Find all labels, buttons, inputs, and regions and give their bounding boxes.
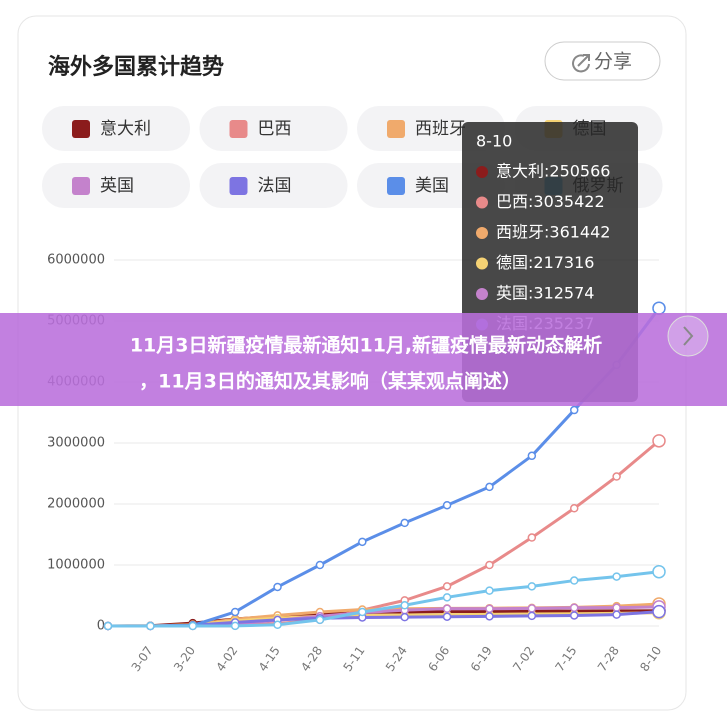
data-point	[485, 560, 494, 570]
legend-label: 意大利	[100, 119, 151, 139]
legend-swatch	[387, 120, 405, 138]
legend-swatch	[387, 177, 405, 195]
data-point	[569, 504, 579, 513]
legend-swatch	[229, 177, 248, 195]
y-tick-label: 1000000	[47, 558, 105, 573]
data-point	[612, 572, 621, 581]
data-point	[400, 601, 409, 610]
tooltip-swatch	[476, 196, 488, 209]
data-point	[442, 582, 452, 591]
data-point	[273, 620, 282, 630]
series-line	[108, 570, 660, 628]
y-tick-label: 3000000	[47, 436, 105, 451]
data-point	[188, 621, 198, 631]
data-point	[358, 537, 367, 547]
banner-line: 11月3日新疆疫情最新通知11月,新疆疫情最新动态解析	[130, 334, 602, 357]
legend-item[interactable]	[199, 106, 348, 151]
data-point	[103, 621, 113, 631]
data-point	[273, 582, 282, 592]
data-point	[315, 615, 325, 625]
legend-label: 英国	[100, 176, 134, 196]
data-point	[442, 593, 452, 602]
tooltip-item: 巴西:3035422	[496, 192, 605, 211]
data-point	[652, 301, 666, 315]
tooltip-item: 英国:312574	[496, 284, 594, 303]
data-point	[230, 607, 240, 617]
data-point	[485, 586, 494, 595]
y-tick-label: 2000000	[47, 497, 105, 512]
banner-line: ，11月3日的通知及其影响（某某观点阐述）	[139, 370, 521, 393]
banner	[0, 313, 727, 406]
data-point	[527, 451, 537, 461]
data-point	[442, 604, 452, 613]
data-point	[400, 612, 409, 622]
data-point	[527, 582, 537, 591]
data-point	[612, 472, 621, 481]
data-point	[230, 621, 240, 631]
data-point	[652, 604, 666, 619]
data-point	[315, 560, 325, 570]
legend-label: 美国	[415, 176, 449, 196]
data-point	[569, 603, 579, 612]
data-point	[569, 405, 579, 415]
data-point	[485, 612, 494, 621]
data-point	[569, 576, 579, 585]
legend-label: 法国	[258, 176, 292, 196]
y-tick-label: 0	[97, 619, 105, 634]
tooltip-swatch	[476, 257, 488, 270]
data-point	[485, 482, 494, 492]
chart-title: 海外多国累计趋势	[48, 54, 224, 80]
share-icon	[572, 54, 590, 73]
data-point	[652, 434, 666, 448]
data-point	[527, 611, 537, 621]
tooltip-swatch	[476, 227, 488, 239]
next-arrow	[683, 326, 694, 346]
legend-item[interactable]	[42, 163, 190, 208]
data-point	[569, 611, 579, 620]
legend-item[interactable]	[42, 106, 190, 151]
legend-label: 巴西	[258, 119, 292, 139]
data-point	[442, 500, 452, 510]
legend-swatch	[72, 177, 90, 195]
tooltip-item: 西班牙:361442	[496, 223, 610, 242]
share-label[interactable]: 分享	[594, 51, 632, 73]
data-point	[652, 564, 666, 579]
data-point	[400, 518, 409, 528]
data-point	[485, 604, 494, 613]
tooltip-item: 意大利:250566	[496, 162, 610, 181]
share-button[interactable]	[544, 41, 661, 81]
tooltip-swatch	[476, 288, 488, 300]
data-point	[527, 604, 537, 613]
series-line	[108, 307, 661, 628]
legend-label: 西班牙	[415, 119, 466, 139]
data-point	[146, 621, 155, 631]
data-point	[442, 612, 452, 621]
y-tick-label: 6000000	[47, 253, 105, 268]
tooltip-swatch	[476, 166, 488, 178]
data-point	[612, 610, 621, 619]
legend-item[interactable]	[199, 163, 348, 208]
legend-swatch	[72, 120, 90, 138]
tooltip-item: 德国:217316	[496, 253, 594, 272]
tooltip-title: 8-10	[476, 132, 512, 151]
data-point	[358, 607, 367, 617]
data-point	[612, 603, 621, 612]
data-point	[527, 533, 537, 542]
legend-swatch	[229, 120, 248, 138]
next-arrow-button[interactable]	[667, 315, 709, 357]
